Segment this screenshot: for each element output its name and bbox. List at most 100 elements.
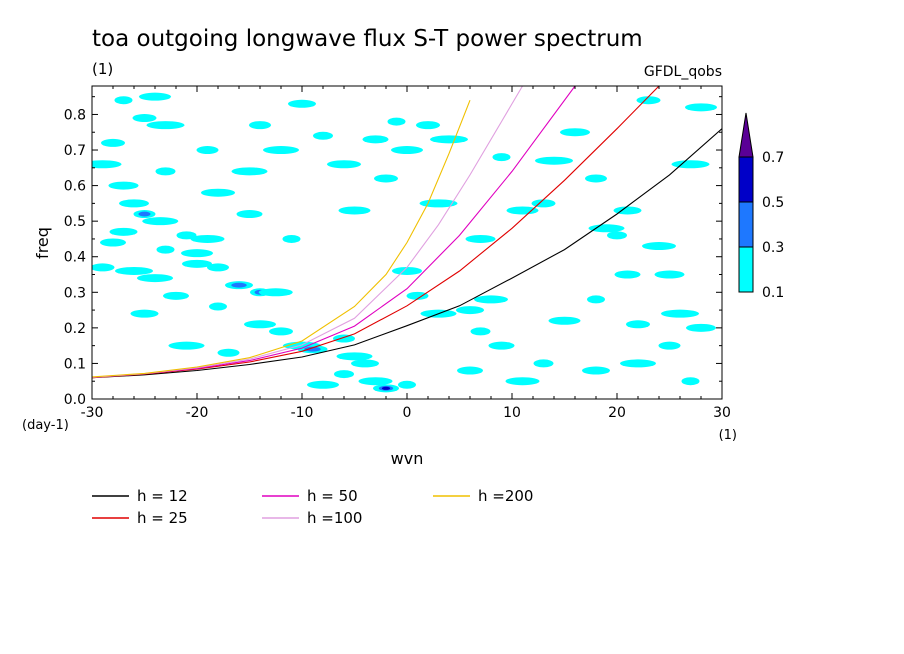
contour-region-0.1: [181, 249, 213, 258]
contour-region-0.1: [114, 96, 133, 105]
contour-region-0.1: [686, 323, 716, 332]
y-tick-label: 0.4: [64, 250, 86, 266]
contour-region-0.1: [362, 135, 389, 144]
series-line: [92, 128, 722, 379]
colorbar: 0.7 0.5 0.3 0.1: [738, 112, 784, 301]
contour-region-0.3: [304, 346, 321, 352]
contour-region-0.1: [92, 263, 115, 272]
y-tick-label: 0.5: [64, 214, 86, 230]
contour-region-0.1: [671, 160, 710, 169]
contour-region-0.1: [119, 199, 149, 208]
contour-region-0.1: [582, 366, 610, 375]
x-tick-label: -20: [186, 405, 209, 421]
colorbar-segment: [738, 201, 754, 248]
y-axis-unit: (day-1): [22, 418, 69, 433]
contour-region-0.1: [207, 263, 229, 272]
contour-region-0.1: [338, 206, 371, 215]
contour-region-0.1: [430, 135, 468, 144]
x-tick-label: 20: [608, 405, 626, 421]
y-axis: 0.0 0.1 0.2 0.3 0.4 0.5 0.6 0.7 0.8: [64, 96, 722, 408]
y-tick-label: 0.8: [64, 107, 86, 123]
contour-region-0.1: [654, 270, 685, 279]
contour-region-0.1: [336, 352, 373, 361]
x-tick-label: -30: [81, 405, 104, 421]
contour-region-0.1: [163, 291, 189, 300]
contour-region-0.1: [588, 224, 625, 233]
series-line: [92, 86, 523, 378]
chart-title: toa outgoing longwave flux S-T power spe…: [92, 26, 643, 52]
contour-region-0.1: [531, 199, 556, 208]
contour-region-0.1: [334, 370, 354, 379]
contour-region-0.1: [249, 121, 271, 130]
x-tick-label: -10: [291, 405, 314, 421]
series-line: [92, 86, 660, 379]
contour-region-0.1: [620, 359, 656, 368]
contour-region-0.1: [115, 266, 153, 275]
contour-region-0.1: [139, 92, 171, 101]
contour-region-0.1: [217, 348, 240, 357]
contour-region-0.1: [548, 316, 581, 325]
contour-region-0.1: [142, 217, 179, 226]
contour-region-0.1: [333, 334, 355, 343]
contour-region-0.1: [358, 377, 393, 386]
x-tick-label: 0: [403, 405, 412, 421]
colorbar-level-label: 0.3: [762, 240, 784, 256]
contour-region-0.1: [231, 167, 268, 176]
contour-region-0.1: [488, 341, 515, 350]
legend-label: h = 12: [137, 487, 188, 505]
contour-region-0.1: [406, 291, 429, 300]
contour-region-0.1: [244, 320, 276, 329]
contour-region-0.1: [456, 306, 484, 315]
contour-region-0.1: [201, 188, 235, 197]
contour-region-0.1: [614, 270, 641, 279]
contour-region-0.1: [613, 206, 642, 215]
contour-region-0.1: [457, 366, 483, 375]
contour-region-0.1: [146, 121, 185, 130]
contour-region-0.1: [182, 259, 212, 268]
contour-region-0.1: [100, 238, 126, 247]
contour-region-0.1: [533, 359, 554, 368]
contour-region-0.1: [392, 266, 422, 275]
contour-region-0.1: [465, 234, 496, 243]
contour-region-0.1: [132, 114, 157, 123]
contour-region-0.1: [313, 131, 333, 140]
y-tick-label: 0.6: [64, 179, 86, 195]
contour-region-0.1: [398, 380, 416, 389]
contour-region-0.1: [492, 153, 511, 162]
contour-region-0.1: [658, 341, 681, 350]
contour-region-0.1: [661, 309, 699, 318]
y-tick-label: 0.1: [64, 356, 86, 372]
y-tick-label: 0.2: [64, 321, 86, 337]
contour-layer: [92, 92, 717, 393]
contour-region-0.1: [168, 341, 205, 350]
y-tick-label: 0.7: [64, 143, 86, 159]
contour-region-0.1: [258, 288, 293, 297]
y-axis-label: freq: [33, 227, 52, 259]
contour-region-0.1: [351, 359, 379, 368]
contour-region-0.1: [387, 117, 406, 126]
contour-region-0.1: [470, 327, 491, 336]
contour-region-0.1: [137, 274, 173, 283]
contour-region-0.1: [156, 245, 175, 254]
legend-label: h =200: [478, 487, 533, 505]
source-label: GFDL_qobs: [644, 64, 722, 80]
contour-region-0.1: [282, 234, 301, 243]
contour-region-0.1: [155, 167, 176, 176]
contour-region-0.1: [327, 160, 361, 169]
chart-subtitle: (1): [92, 60, 113, 78]
contour-region-0.1: [506, 206, 539, 215]
dispersion-lines: [92, 86, 722, 379]
contour-region-0.1: [505, 377, 540, 386]
contour-region-0.1: [474, 295, 508, 304]
legend-label: h =100: [307, 509, 362, 527]
contour-region-0.1: [109, 227, 138, 236]
contour-region-0.1: [209, 302, 227, 311]
contour-region-0.5: [381, 386, 391, 390]
contour-region-0.1: [416, 121, 440, 130]
x-axis: -30 -20 -10 0 10 20 30: [81, 86, 731, 421]
legend-label: h = 25: [137, 509, 188, 527]
series-line: [92, 99, 471, 378]
colorbar-level-label: 0.1: [762, 285, 784, 301]
colorbar-segment: [738, 156, 754, 203]
